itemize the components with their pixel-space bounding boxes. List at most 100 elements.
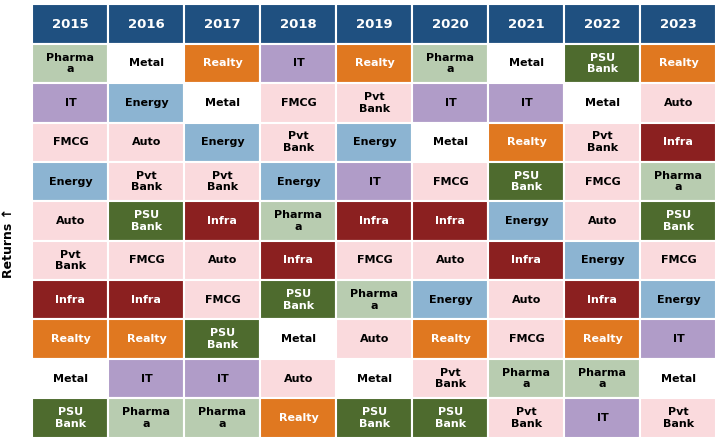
- Bar: [640, 44, 716, 83]
- Text: Metal: Metal: [53, 373, 88, 384]
- Text: 2020: 2020: [432, 18, 469, 30]
- Bar: [640, 4, 716, 44]
- Bar: [488, 398, 564, 438]
- Text: PSU
Bank: PSU Bank: [510, 171, 542, 192]
- Bar: [261, 398, 336, 438]
- Text: Energy: Energy: [580, 255, 624, 265]
- Bar: [488, 320, 564, 359]
- Text: FMCG: FMCG: [281, 98, 316, 108]
- Bar: [564, 162, 640, 201]
- Bar: [261, 4, 336, 44]
- Bar: [564, 280, 640, 320]
- Bar: [261, 359, 336, 398]
- Bar: [640, 359, 716, 398]
- Bar: [184, 280, 261, 320]
- Bar: [261, 320, 336, 359]
- Text: Energy: Energy: [428, 295, 472, 305]
- Text: Pharma
a: Pharma a: [654, 171, 703, 192]
- Bar: [32, 359, 109, 398]
- Bar: [564, 241, 640, 280]
- Text: 2018: 2018: [280, 18, 317, 30]
- Text: 2016: 2016: [128, 18, 165, 30]
- Bar: [413, 320, 488, 359]
- Bar: [184, 162, 261, 201]
- Bar: [640, 122, 716, 162]
- Bar: [109, 162, 184, 201]
- Bar: [640, 162, 716, 201]
- Bar: [32, 4, 109, 44]
- Bar: [32, 320, 109, 359]
- Text: Energy: Energy: [505, 216, 548, 226]
- Text: Auto: Auto: [207, 255, 237, 265]
- Bar: [184, 241, 261, 280]
- Bar: [336, 320, 413, 359]
- Text: Realty: Realty: [659, 58, 698, 69]
- Bar: [184, 359, 261, 398]
- Bar: [336, 122, 413, 162]
- Text: IT: IT: [292, 58, 305, 69]
- Bar: [184, 4, 261, 44]
- Bar: [564, 83, 640, 122]
- Bar: [184, 122, 261, 162]
- Bar: [413, 162, 488, 201]
- Text: Infra: Infra: [55, 295, 86, 305]
- Bar: [640, 241, 716, 280]
- Text: Pvt
Bank: Pvt Bank: [283, 131, 314, 153]
- Bar: [336, 201, 413, 241]
- Bar: [109, 320, 184, 359]
- Bar: [564, 44, 640, 83]
- Text: Realty: Realty: [507, 137, 546, 147]
- Text: Pharma
a: Pharma a: [503, 368, 550, 389]
- Text: Auto: Auto: [284, 373, 313, 384]
- Text: PSU
Bank: PSU Bank: [131, 210, 162, 232]
- Text: FMCG: FMCG: [433, 177, 468, 187]
- Bar: [640, 398, 716, 438]
- Bar: [184, 320, 261, 359]
- Text: Auto: Auto: [360, 334, 389, 344]
- Bar: [488, 44, 564, 83]
- Text: Infra: Infra: [436, 216, 465, 226]
- Bar: [488, 241, 564, 280]
- Bar: [413, 241, 488, 280]
- Text: Pvt
Bank: Pvt Bank: [510, 407, 542, 429]
- Text: Auto: Auto: [55, 216, 85, 226]
- Text: IT: IT: [672, 334, 684, 344]
- Text: Pharma
a: Pharma a: [122, 407, 171, 429]
- Text: Auto: Auto: [132, 137, 161, 147]
- Bar: [640, 201, 716, 241]
- Text: Pharma
a: Pharma a: [199, 407, 246, 429]
- Text: Energy: Energy: [353, 137, 396, 147]
- Bar: [640, 83, 716, 122]
- Text: Pvt
Bank: Pvt Bank: [207, 171, 238, 192]
- Text: PSU
Bank: PSU Bank: [55, 407, 86, 429]
- Text: IT: IT: [597, 413, 608, 423]
- Bar: [261, 162, 336, 201]
- Bar: [564, 4, 640, 44]
- Bar: [488, 83, 564, 122]
- Bar: [261, 241, 336, 280]
- Text: IT: IT: [521, 98, 532, 108]
- Bar: [184, 44, 261, 83]
- Text: Metal: Metal: [281, 334, 316, 344]
- Bar: [32, 44, 109, 83]
- Text: FMCG: FMCG: [129, 255, 164, 265]
- Text: 2019: 2019: [356, 18, 392, 30]
- Bar: [336, 83, 413, 122]
- Bar: [261, 280, 336, 320]
- Text: IT: IT: [65, 98, 76, 108]
- Text: Metal: Metal: [357, 373, 392, 384]
- Text: 2022: 2022: [584, 18, 621, 30]
- Bar: [261, 122, 336, 162]
- Text: Infra: Infra: [511, 255, 541, 265]
- Bar: [488, 201, 564, 241]
- Text: FMCG: FMCG: [53, 137, 89, 147]
- Text: Pvt
Bank: Pvt Bank: [663, 407, 694, 429]
- Bar: [32, 398, 109, 438]
- Bar: [109, 83, 184, 122]
- Text: Auto: Auto: [512, 295, 541, 305]
- Bar: [413, 83, 488, 122]
- Text: Auto: Auto: [664, 98, 693, 108]
- Text: 2021: 2021: [508, 18, 545, 30]
- Text: Energy: Energy: [125, 98, 168, 108]
- Bar: [564, 320, 640, 359]
